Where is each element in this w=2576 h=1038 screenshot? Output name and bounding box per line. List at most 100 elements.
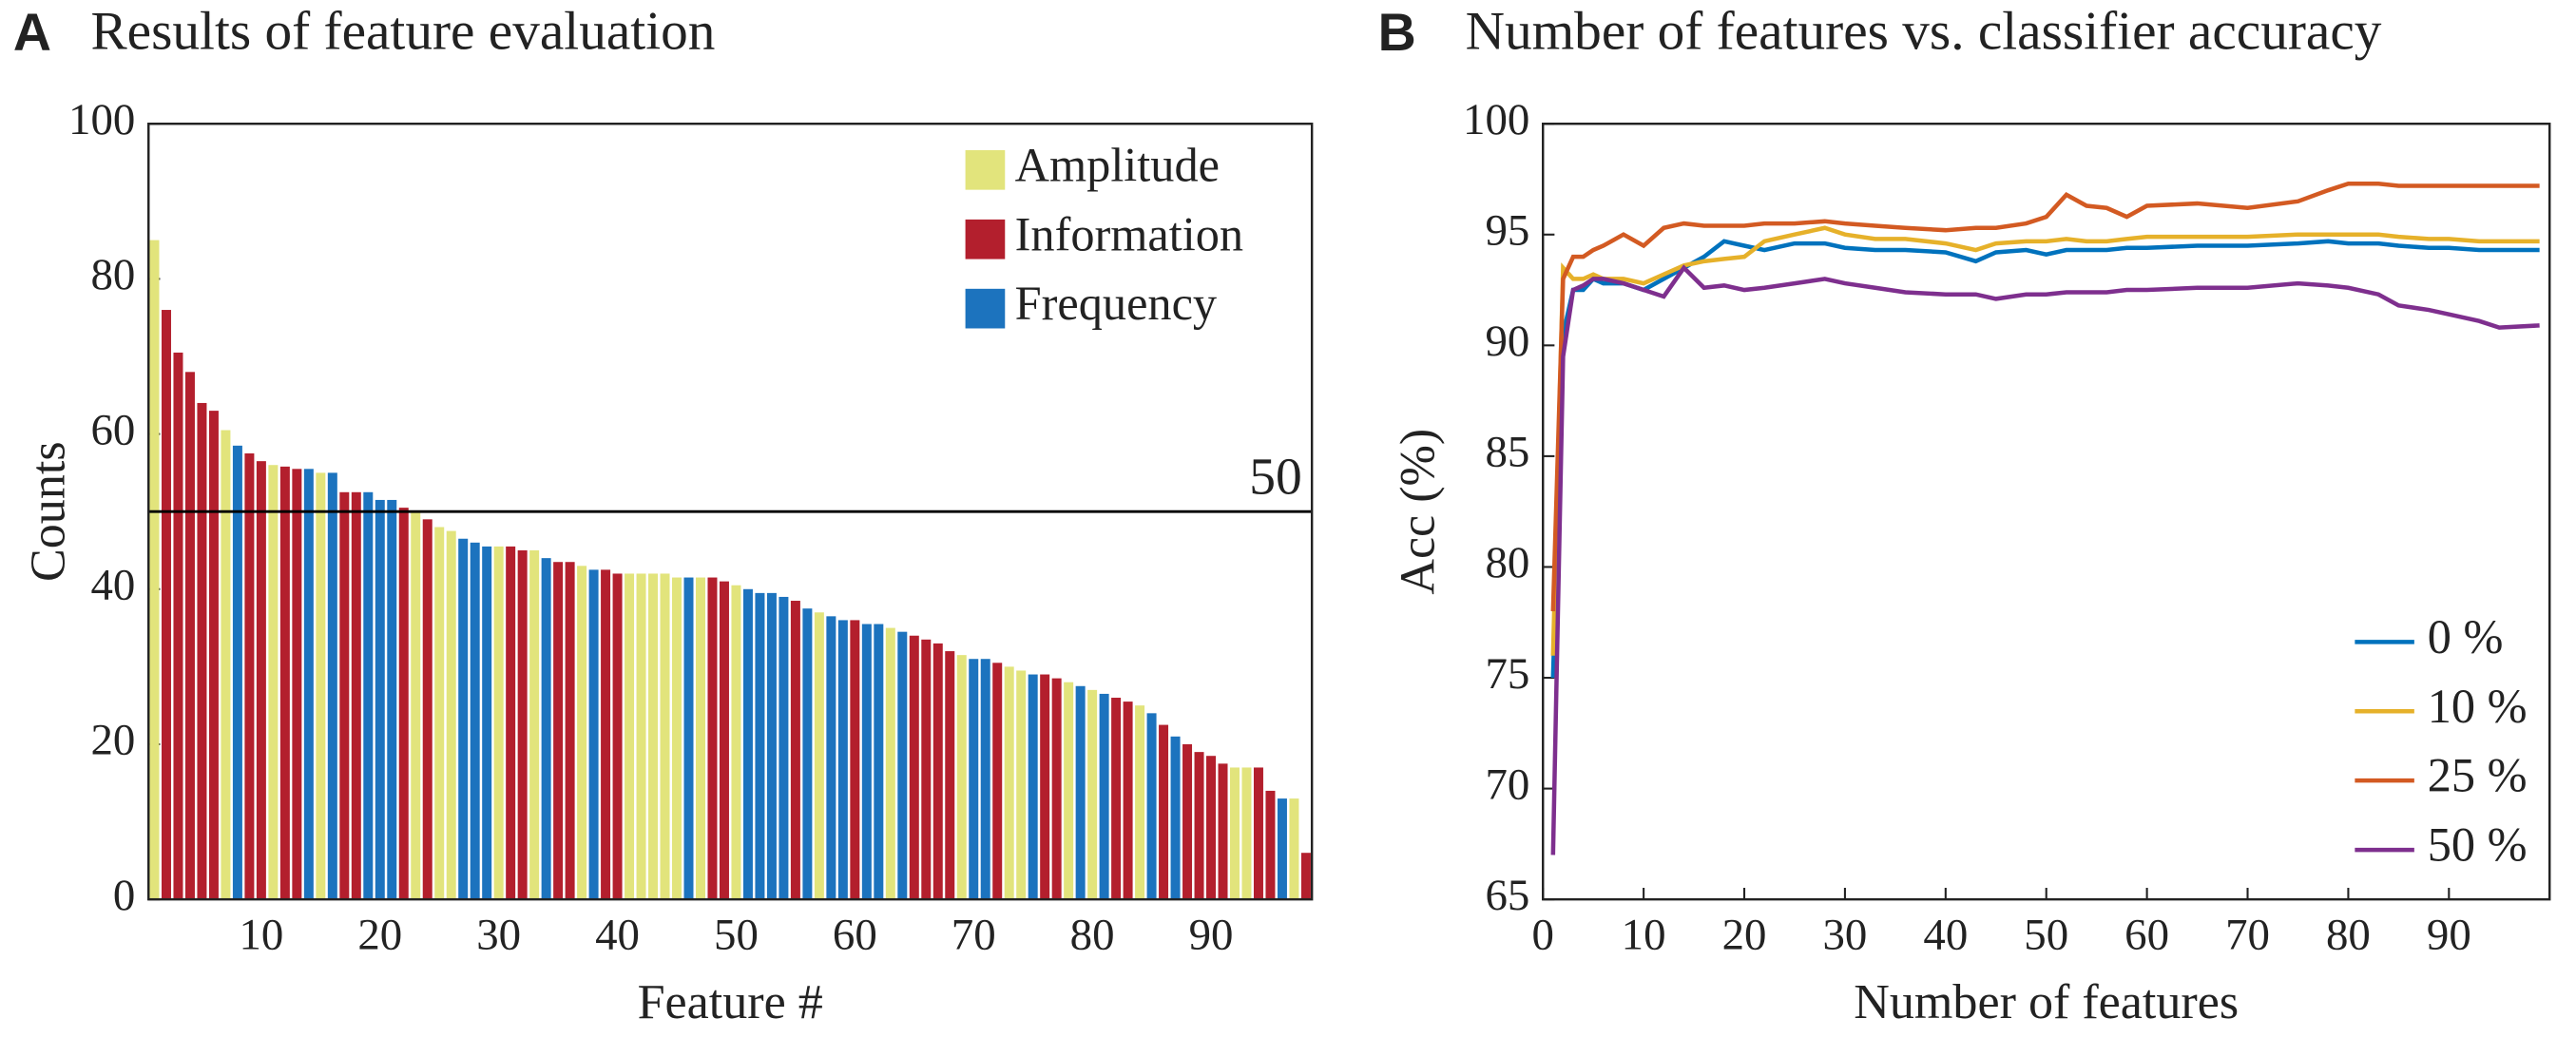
y-tick-label: 80 — [1485, 538, 1529, 587]
bar — [268, 465, 279, 900]
line — [1550, 181, 2540, 612]
axes-frame — [147, 122, 1314, 901]
bar — [434, 527, 445, 900]
bar — [232, 445, 242, 900]
x-tick-label: 10 — [239, 911, 283, 960]
bar — [1265, 790, 1276, 900]
x-tick-label: 60 — [2124, 911, 2169, 960]
bar — [850, 620, 860, 900]
x-tick-label: 40 — [595, 911, 640, 960]
bar — [980, 659, 990, 900]
bar — [529, 549, 540, 900]
bar — [173, 352, 183, 900]
bar — [683, 577, 694, 900]
bar — [184, 372, 195, 900]
y-tick-label: 65 — [1485, 871, 1529, 920]
bar — [221, 430, 231, 900]
bar — [612, 573, 623, 900]
bar — [779, 596, 789, 900]
bar — [1277, 798, 1287, 900]
bar — [458, 538, 469, 900]
bar — [1135, 705, 1145, 900]
bar — [1289, 798, 1299, 900]
bar — [446, 530, 456, 900]
bar — [1123, 702, 1133, 900]
chart-title: Results of feature evaluation — [90, 1, 715, 61]
bar — [909, 635, 919, 900]
x-tick-label: 20 — [1722, 911, 1767, 960]
x-tick-label: 90 — [2427, 911, 2471, 960]
bar — [672, 577, 682, 900]
x-tick-label: 50 — [2024, 911, 2068, 960]
line — [1550, 264, 2540, 855]
bar — [1111, 698, 1122, 900]
bar — [541, 558, 551, 900]
bar — [1229, 767, 1240, 900]
bar — [161, 310, 171, 900]
x-tick-label: 70 — [2225, 911, 2270, 960]
y-tick-label: 85 — [1485, 428, 1529, 477]
legend-label: 0 % — [2428, 610, 2504, 663]
legend-swatch — [965, 219, 1006, 260]
bar — [719, 581, 729, 900]
bar — [327, 472, 337, 900]
axes-frame — [1542, 122, 2551, 901]
bar — [1099, 693, 1109, 900]
bar — [969, 659, 979, 900]
bar — [1182, 743, 1193, 900]
x-axis-label: Number of features — [1854, 975, 2239, 1029]
bar — [1159, 724, 1169, 900]
bar — [885, 627, 895, 900]
panel-letter: A — [13, 3, 51, 62]
y-axis-label: Counts — [22, 441, 76, 582]
x-axis-label: Feature # — [638, 975, 823, 1029]
y-axis-label: Acc (%) — [1391, 429, 1445, 595]
bar — [1218, 763, 1228, 900]
legend-swatch — [965, 149, 1006, 190]
y-tick-label: 100 — [68, 95, 135, 144]
bar — [149, 240, 160, 900]
bar — [766, 592, 777, 900]
x-tick-label: 10 — [1622, 911, 1666, 960]
bar — [874, 624, 884, 900]
bar — [921, 639, 932, 900]
bar — [1051, 678, 1062, 900]
bar — [588, 569, 599, 900]
bar — [493, 546, 504, 900]
bar — [707, 577, 718, 900]
bar — [1146, 713, 1157, 900]
y-tick-label: 75 — [1485, 649, 1529, 699]
bar — [648, 573, 659, 900]
legend-swatch — [965, 288, 1006, 329]
bar — [339, 491, 350, 900]
x-tick-label: 80 — [2326, 911, 2371, 960]
bar — [731, 585, 741, 900]
y-tick-label: 80 — [90, 250, 135, 299]
bar — [363, 491, 374, 900]
bar — [470, 542, 480, 900]
bar — [636, 573, 646, 900]
bar — [837, 620, 848, 900]
y-tick-label: 90 — [1485, 317, 1529, 366]
bar — [790, 601, 800, 900]
bar — [1016, 670, 1027, 900]
x-tick-label: 80 — [1070, 911, 1115, 960]
bar — [375, 499, 385, 900]
bar — [411, 511, 421, 900]
bar — [292, 469, 302, 900]
bar — [1241, 767, 1252, 900]
y-tick-label: 95 — [1485, 206, 1529, 256]
y-tick-label: 40 — [90, 561, 135, 610]
line — [1550, 225, 2540, 656]
bar — [1075, 685, 1086, 900]
bar — [660, 573, 670, 900]
bar — [256, 461, 266, 900]
bar — [565, 562, 575, 900]
bar — [861, 624, 872, 900]
y-tick-label: 20 — [90, 716, 135, 765]
bar — [482, 546, 492, 900]
y-tick-label: 100 — [1463, 95, 1529, 144]
bar — [517, 549, 528, 900]
bar — [695, 577, 705, 900]
